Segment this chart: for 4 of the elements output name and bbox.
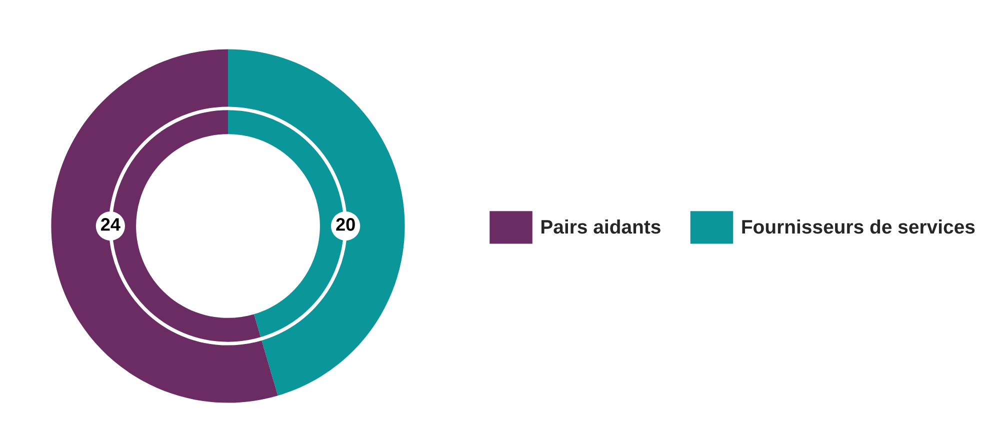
data-label: 24 bbox=[101, 218, 120, 231]
legend-label: Pairs aidants bbox=[541, 219, 660, 234]
legend-label: Fournisseurs de services bbox=[742, 219, 975, 234]
data-label: 20 bbox=[336, 218, 355, 231]
